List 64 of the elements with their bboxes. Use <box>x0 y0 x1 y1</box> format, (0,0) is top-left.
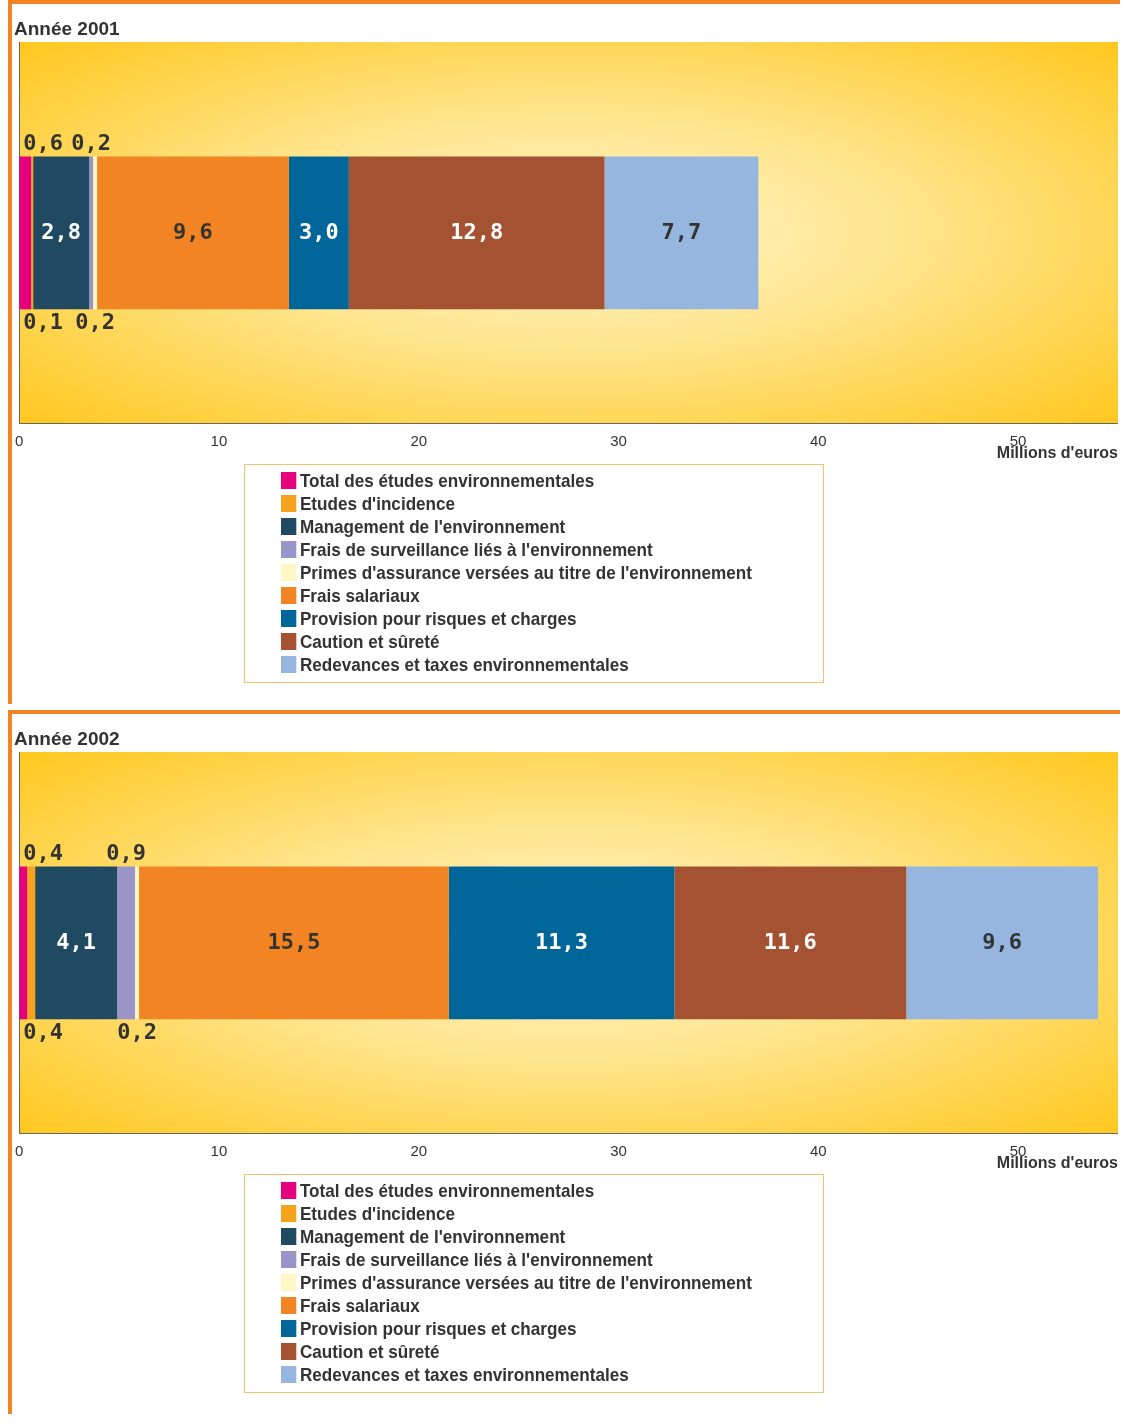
bar <box>33 156 90 310</box>
bar <box>288 156 349 310</box>
x-tick-label: 10 <box>210 1141 228 1159</box>
chart-title: Année 2001 <box>14 18 120 40</box>
legend-label: Etudes d'incidence <box>298 492 457 515</box>
legend-label: Total des études environnementales <box>298 469 596 492</box>
x-tick-label: 40 <box>809 1141 827 1159</box>
data-label: 9,6 <box>982 928 1022 954</box>
x-tick-label: 30 <box>610 431 627 449</box>
legend-label: Frais de surveillance liés à l'environnement <box>298 1248 654 1271</box>
legend-label: Caution et sûreté <box>298 1340 441 1363</box>
legend-label: Redevances et taxes environnementales <box>298 1363 630 1386</box>
data-label: 7,7 <box>661 218 702 244</box>
data-label: 0,2 <box>71 130 111 156</box>
data-label: 0,1 <box>23 308 63 334</box>
bar <box>117 866 136 1020</box>
bar <box>139 866 449 1020</box>
bar <box>348 156 605 310</box>
bar <box>604 156 759 310</box>
chart-title: Année 2002 <box>14 728 120 750</box>
x-tick-label: 0 <box>15 431 24 449</box>
data-label: 11,3 <box>535 928 589 954</box>
x-tick-label: 30 <box>610 1141 627 1159</box>
data-label: 9,6 <box>173 218 213 244</box>
data-label: 3,0 <box>298 218 339 244</box>
bar <box>27 866 36 1020</box>
legend-label: Management de l'environnement <box>298 515 567 538</box>
legend-label: Primes d'assurance versées au titre de l'environnement <box>298 561 753 584</box>
bar <box>89 156 94 310</box>
bar <box>19 156 32 310</box>
bar <box>906 866 1099 1020</box>
legend-label: Etudes d'incidence <box>298 1202 457 1225</box>
legend-label: Frais de surveillance liés à l'environnement <box>298 538 654 561</box>
x-tick-label: 40 <box>809 431 827 449</box>
bar <box>97 156 289 310</box>
legend-label: Frais salariaux <box>298 584 421 607</box>
data-label: 2,8 <box>41 218 81 244</box>
legend-label: Provision pour risques et charges <box>298 1317 578 1340</box>
legend-label: Management de l'environnement <box>298 1225 567 1248</box>
data-label: 0,2 <box>75 308 115 334</box>
data-label: 0,2 <box>117 1018 157 1044</box>
bar <box>448 866 675 1020</box>
data-label: 15,5 <box>267 928 321 954</box>
legend-label: Frais salariaux <box>298 1294 421 1317</box>
bar <box>135 866 140 1020</box>
bar <box>93 156 98 310</box>
data-label: 0,4 <box>23 1018 63 1044</box>
x-tick-label: 20 <box>410 431 428 449</box>
legend-label: Primes d'assurance versées au titre de l'environnement <box>298 1271 753 1294</box>
data-label: 0,4 <box>23 840 63 866</box>
bar <box>35 866 118 1020</box>
legend-label: Total des études environnementales <box>298 1179 596 1202</box>
data-label: 4,1 <box>56 928 96 954</box>
bar <box>674 866 907 1020</box>
data-label: 0,6 <box>23 130 63 156</box>
x-tick-label: 20 <box>410 1141 428 1159</box>
x-tick-label: 0 <box>15 1141 24 1159</box>
legend-label: Redevances et taxes environnementales <box>298 653 630 676</box>
data-label: 0,9 <box>106 840 146 866</box>
legend-label: Caution et sûreté <box>298 630 441 653</box>
x-tick-label: 10 <box>210 431 228 449</box>
data-label: 12,8 <box>450 218 504 244</box>
data-label: 11,6 <box>763 928 817 954</box>
legend-label: Provision pour risques et charges <box>298 607 578 630</box>
